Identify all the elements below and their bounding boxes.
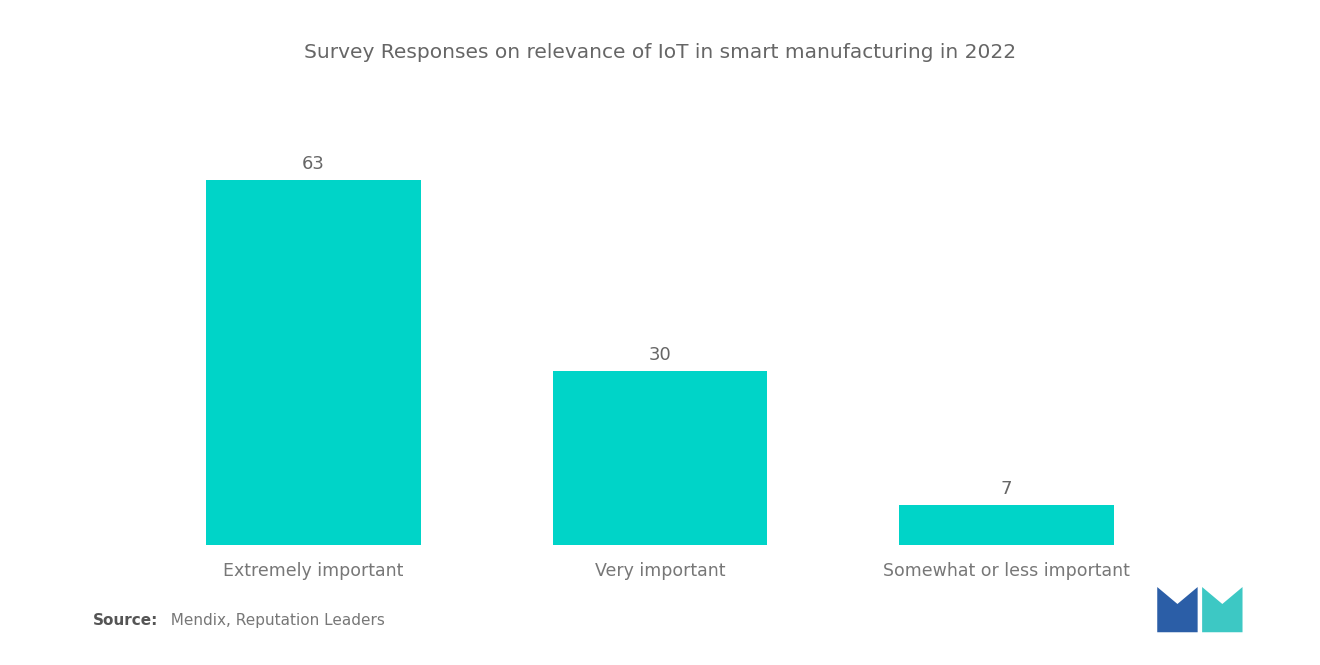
Text: Mendix, Reputation Leaders: Mendix, Reputation Leaders bbox=[161, 613, 385, 628]
Text: 30: 30 bbox=[648, 346, 672, 364]
Bar bbox=[553, 371, 767, 545]
Bar bbox=[206, 180, 421, 545]
Title: Survey Responses on relevance of IoT in smart manufacturing in 2022: Survey Responses on relevance of IoT in … bbox=[304, 43, 1016, 63]
Bar bbox=[899, 505, 1114, 545]
Text: 63: 63 bbox=[302, 155, 325, 173]
Polygon shape bbox=[1158, 587, 1197, 632]
Text: 7: 7 bbox=[1001, 479, 1012, 498]
Polygon shape bbox=[1203, 587, 1242, 632]
Text: Source:: Source: bbox=[92, 613, 158, 628]
